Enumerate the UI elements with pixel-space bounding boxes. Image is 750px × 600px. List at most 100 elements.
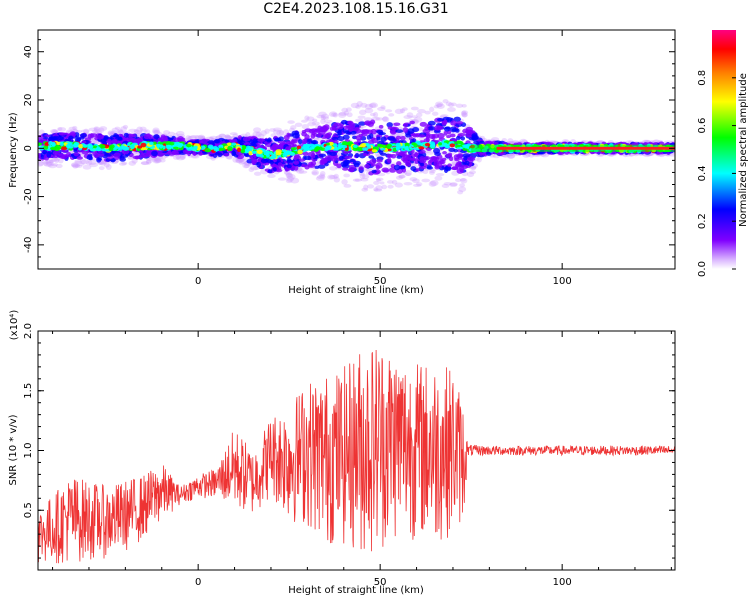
heatmap-ridge-cell <box>213 147 220 152</box>
spectrogram-x-label: Height of straight line (km) <box>288 285 424 296</box>
heatmap-body-cell <box>380 136 387 142</box>
heatmap-halo-cell <box>278 130 285 136</box>
heatmap-halo-cell <box>198 135 206 140</box>
heatmap-halo-cell <box>242 156 251 160</box>
heatmap-halo-cell <box>284 171 292 176</box>
heatmap-ridge-cell <box>360 143 367 148</box>
heatmap-body-cell <box>331 127 339 131</box>
heatmap-halo-cell <box>136 126 143 133</box>
heatmap-ridge-cell <box>99 144 106 149</box>
heatmap-body-cell <box>336 163 342 169</box>
heatmap-halo-cell <box>57 127 63 131</box>
heatmap-body-cell <box>151 150 158 157</box>
heatmap-halo-cell <box>133 129 143 134</box>
heatmap-halo-cell <box>343 184 352 188</box>
heatmap-halo-cell <box>273 127 282 132</box>
heatmap-halo-cell <box>260 130 267 136</box>
heatmap-body-cell <box>266 139 272 143</box>
heatmap-halo-cell <box>354 118 364 123</box>
heatmap-body-cell <box>392 138 397 142</box>
heatmap-halo-cell <box>358 109 367 116</box>
heatmap-halo-cell <box>459 178 466 182</box>
heatmap-body-cell <box>53 135 60 141</box>
heatmap-halo-cell <box>235 158 244 163</box>
heatmap-ridge-cell <box>166 145 173 150</box>
heatmap-ridge-cell <box>72 143 79 147</box>
heatmap-ridge-cell <box>430 143 436 149</box>
heatmap-halo-cell <box>316 174 326 180</box>
heatmap-halo-cell <box>412 178 420 184</box>
heatmap-body-cell <box>86 154 93 160</box>
spectrogram-y-label: Frequency (Hz) <box>8 112 19 188</box>
heatmap-halo-cell <box>411 115 418 119</box>
heatmap-body-cell <box>294 154 300 159</box>
snr-series-line <box>38 349 675 564</box>
heatmap-halo-cell <box>458 186 467 192</box>
heatmap-body-cell <box>74 132 80 138</box>
heatmap-halo-cell <box>364 103 374 110</box>
heatmap-body-cell <box>277 162 283 167</box>
heatmap-ridge-cell <box>265 150 270 154</box>
heatmap-halo-cell <box>131 158 138 164</box>
heatmap-body-cell <box>393 164 401 171</box>
heatmap-body-cell <box>434 125 442 131</box>
heatmap-body-cell <box>297 138 303 145</box>
heatmap-body-cell <box>409 120 415 125</box>
heatmap-halo-cell <box>179 153 186 159</box>
heatmap-halo-cell <box>501 138 507 142</box>
heatmap-halo-cell <box>72 125 78 131</box>
heatmap-halo-cell <box>332 112 338 118</box>
heatmap-halo-cell <box>409 177 418 182</box>
heatmap-ridge-cell <box>324 146 332 151</box>
heatmap-halo-cell <box>57 127 67 132</box>
heatmap-halo-cell <box>417 108 426 114</box>
heatmap-halo-cell <box>489 154 496 158</box>
heatmap-body-cell <box>376 136 381 141</box>
heatmap-body-cell <box>97 157 103 161</box>
heatmap-halo-cell <box>413 183 422 188</box>
heatmap-halo-cell <box>365 168 373 172</box>
heatmap-ridge-cell <box>449 143 456 148</box>
heatmap-halo-cell <box>255 131 262 138</box>
heatmap-halo-cell <box>118 162 127 166</box>
heatmap-body-cell <box>460 136 466 141</box>
heatmap-ridge-cell <box>371 149 378 153</box>
heatmap-halo-cell <box>38 160 44 167</box>
heatmap-halo-cell <box>105 164 112 170</box>
heatmap-halo-cell <box>442 99 449 104</box>
heatmap-ridge-cell <box>87 144 94 149</box>
heatmap-halo-cell <box>98 126 108 131</box>
heatmap-body-cell <box>424 126 429 131</box>
heatmap-halo-cell <box>152 127 160 133</box>
heatmap-body-cell <box>251 158 258 162</box>
heatmap-ridge-cell <box>173 141 181 146</box>
heatmap-body-cell <box>417 134 426 138</box>
heatmap-halo-cell <box>139 126 147 131</box>
heatmap-halo-cell <box>343 173 351 178</box>
heatmap-body-cell <box>468 137 476 141</box>
heatmap-body-cell <box>398 165 406 170</box>
colorbar: 0.00.20.40.60.8 Normalized spectral ampl… <box>697 30 749 277</box>
heatmap-halo-cell <box>445 101 452 107</box>
heatmap-halo-cell <box>363 117 373 122</box>
heatmap-halo-cell <box>128 160 136 166</box>
heatmap-body-cell <box>38 154 42 161</box>
heatmap-halo-cell <box>375 185 383 191</box>
heatmap-body-cell <box>471 133 478 139</box>
heatmap-body-cell <box>386 122 393 128</box>
heatmap-body-cell <box>438 158 444 165</box>
heatmap-ridge-cell <box>290 147 297 151</box>
heatmap-halo-cell <box>128 128 137 133</box>
heatmap-halo-cell <box>153 157 160 164</box>
heatmap-halo-cell <box>285 178 293 184</box>
heatmap-body-cell <box>402 154 409 161</box>
heatmap-halo-cell <box>290 177 300 184</box>
heatmap-halo-cell <box>185 135 192 141</box>
heatmap-halo-cell <box>461 110 467 117</box>
heatmap-body-cell <box>411 133 419 137</box>
heatmap-body-cell <box>460 164 469 170</box>
snr-x-label: Height of straight line (km) <box>288 585 424 596</box>
heatmap-body-cell <box>310 152 316 159</box>
heatmap-ridge-cell <box>378 143 383 148</box>
heatmap-halo-cell <box>133 129 139 133</box>
